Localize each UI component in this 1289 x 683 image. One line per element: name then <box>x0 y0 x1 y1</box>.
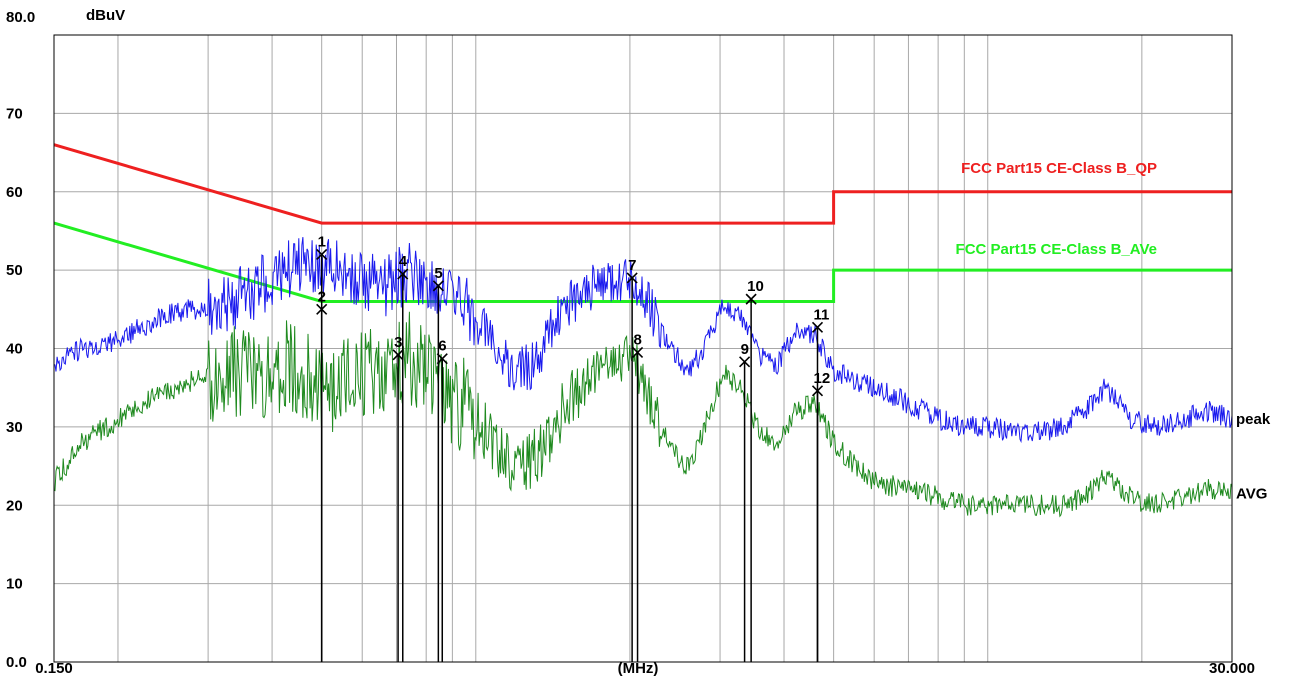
limit-label: FCC Part15 CE-Class B_QP <box>961 160 1157 177</box>
series-label: AVG <box>1236 485 1267 502</box>
marker-label: 11 <box>813 306 829 323</box>
plot-frame <box>53 34 1233 663</box>
limit-label: FCC Part15 CE-Class B_AVe <box>956 241 1157 258</box>
marker-cross <box>739 356 751 368</box>
x-axis-unit-label: (MHz) <box>618 660 659 677</box>
marker-label: 4 <box>399 253 408 270</box>
y-tick-label: 10 <box>6 576 23 593</box>
y-tick-label: 50 <box>6 262 23 279</box>
x-tick-left: 0.150 <box>35 660 73 677</box>
series-line-peak <box>53 237 1233 444</box>
marker-cross <box>392 349 404 361</box>
y-tick-label: 40 <box>6 341 23 358</box>
series-label: peak <box>1236 411 1271 428</box>
axis-text: dBuV (MHz) 0.150 30.000 0.0 10 20 30 40 50 60 7… <box>6 7 1255 677</box>
limit-lines: FCC Part15 CE-Class B_QP FCC Part15 CE-Cl… <box>53 143 1232 303</box>
marker-label: 10 <box>747 278 764 295</box>
y-tick-label: 60 <box>6 184 23 201</box>
y-tick-label: 30 <box>6 419 23 436</box>
y-axis-unit-label: dBuV <box>86 7 125 24</box>
grid <box>54 35 1232 662</box>
marker-cross <box>745 293 757 305</box>
x-tick-right: 30.000 <box>1209 660 1255 677</box>
marker-cross <box>316 303 328 315</box>
y-tick-label: 80.0 <box>6 9 35 26</box>
marker-label: 3 <box>394 334 402 351</box>
marker-label: 8 <box>634 331 642 348</box>
marker-label: 6 <box>438 338 446 355</box>
y-tick-label: 0.0 <box>6 654 27 671</box>
marker-label: 5 <box>434 265 442 282</box>
y-tick-label: 20 <box>6 497 23 514</box>
y-tick-label: 70 <box>6 105 23 122</box>
marker-cross <box>811 385 824 397</box>
marker-cross <box>631 346 644 358</box>
marker-cross <box>811 321 824 333</box>
marker-label: 9 <box>741 341 749 358</box>
marker-label: 12 <box>813 370 830 387</box>
marker-label: 1 <box>318 233 326 250</box>
marker-cross <box>316 248 328 261</box>
marker-cross <box>626 272 638 284</box>
marker-cross <box>432 280 444 292</box>
limit-line <box>53 143 1232 225</box>
marker-cross <box>397 268 409 280</box>
marker-label: 2 <box>318 288 326 305</box>
marker-cross <box>436 353 448 365</box>
series-lines: peak AVG <box>53 237 1271 518</box>
series-line-AVG <box>53 311 1233 518</box>
limit-line <box>53 221 1232 303</box>
marker-label: 7 <box>628 257 636 274</box>
